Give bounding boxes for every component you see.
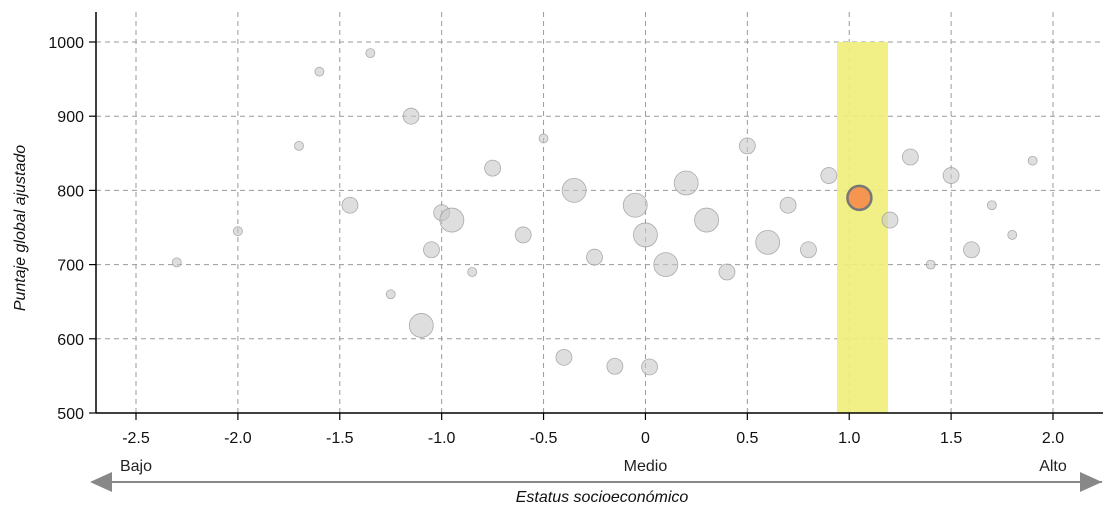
data-point [385,289,396,300]
data-point [586,248,603,266]
x-ticks: -2.5 -2.0 -1.5 -1.0 -0.5 0 0.5 1.0 1.5 2.0 [122,413,1064,447]
x-category-label: Alto [1039,458,1067,475]
data-point [925,259,936,270]
x-category-label: Medio [624,458,668,475]
axes [95,12,1103,414]
y-tick-label: 500 [57,406,84,423]
y-axis-title: Puntaje global ajustado [12,145,29,311]
data-point [800,241,817,259]
x-tick-label: 1.5 [940,430,962,447]
data-point [641,358,658,376]
points-layer [171,48,1038,376]
data-point [555,348,573,366]
x-category-label: Bajo [120,458,152,475]
data-point [467,267,478,277]
data-point [694,207,719,233]
data-point [561,177,587,203]
x-tick-label: 2.0 [1042,430,1064,447]
y-tick-label: 600 [57,332,84,349]
highlight-point[interactable] [846,184,873,212]
highlight-point-layer [846,184,873,212]
data-point [779,196,797,214]
y-tick-label: 800 [57,183,84,200]
x-tick-label: -2.5 [122,430,150,447]
x-tick-label: -0.5 [530,430,558,447]
y-tick-label: 1000 [48,35,84,52]
data-point [881,211,899,229]
data-point [901,148,919,166]
data-point [484,159,502,177]
x-tick-label: 0 [641,430,650,447]
data-point [365,48,376,59]
y-tick-label: 900 [57,109,84,126]
data-point [439,207,465,233]
data-point [514,226,532,244]
y-tick-label: 700 [57,258,84,275]
x-tick-label: -2.0 [224,430,252,447]
data-point [653,252,679,278]
data-point [294,140,304,151]
data-point [423,241,440,259]
data-point [408,313,434,338]
x-category-labels: Bajo Medio Alto [120,458,1067,475]
data-point [755,229,781,255]
data-point [963,241,980,259]
data-point [606,357,624,375]
data-point [1007,230,1018,240]
data-point [986,200,997,211]
x-tick-label: 1.0 [838,430,860,447]
data-point [1027,155,1038,166]
grid [96,12,1103,414]
highlight-band-layer [836,42,888,413]
data-point [718,263,736,281]
data-point [633,222,658,248]
data-point [622,192,648,218]
x-tick-label: -1.5 [326,430,354,447]
data-point [673,170,699,196]
data-point [942,167,960,184]
data-point [171,257,182,268]
data-point [820,167,838,184]
data-point [314,66,325,77]
x-axis-title: Estatus socioeconómico [516,489,689,506]
x-tick-label: -1.0 [428,430,456,447]
data-point [402,107,420,125]
data-point [232,226,243,237]
data-point [341,196,359,214]
data-point [738,137,756,155]
data-point [538,133,549,144]
x-tick-label: 0.5 [736,430,758,447]
highlight-band [836,42,888,413]
y-ticks: 500 600 700 800 900 1000 [48,35,96,423]
